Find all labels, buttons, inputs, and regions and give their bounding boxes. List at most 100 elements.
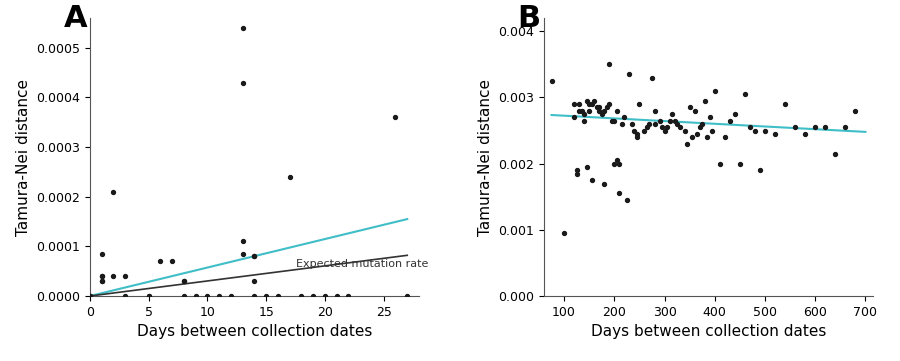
Point [294, 293, 309, 299]
Point [647, 121, 662, 127]
Point [577, 118, 591, 123]
Point [728, 111, 742, 117]
Point [620, 197, 634, 203]
Point [670, 121, 684, 127]
Point [94, 273, 109, 279]
Point [580, 98, 594, 104]
Point [567, 114, 581, 120]
Point [703, 114, 717, 120]
Point [608, 118, 622, 123]
Point [341, 293, 356, 299]
Point [612, 191, 626, 196]
Point [400, 293, 414, 299]
Point [622, 71, 636, 77]
Point [602, 61, 616, 67]
Point [625, 121, 639, 127]
Point [828, 151, 842, 157]
X-axis label: Days between collection dates: Days between collection dates [137, 324, 373, 339]
Point [612, 161, 626, 166]
Point [176, 278, 191, 284]
Point [248, 293, 262, 299]
Point [707, 88, 722, 94]
Point [742, 124, 757, 130]
Point [657, 128, 671, 134]
Point [94, 273, 109, 279]
Point [83, 293, 97, 299]
Point [680, 141, 695, 147]
Point [106, 273, 121, 279]
Point [738, 91, 752, 97]
Point [748, 128, 762, 134]
Point [617, 114, 632, 120]
Point [570, 171, 584, 177]
Point [388, 114, 402, 120]
X-axis label: Days between collection dates: Days between collection dates [590, 324, 826, 339]
Point [141, 293, 156, 299]
Point [248, 253, 262, 259]
Point [662, 118, 677, 123]
Point [248, 278, 262, 284]
Point [271, 293, 285, 299]
Point [665, 111, 680, 117]
Point [236, 80, 250, 86]
Point [212, 293, 227, 299]
Point [587, 98, 601, 104]
Text: Expected mutation rate: Expected mutation rate [295, 259, 428, 269]
Point [599, 105, 614, 110]
Point [752, 168, 767, 173]
Point [788, 124, 802, 130]
Point [329, 293, 344, 299]
Point [672, 124, 687, 130]
Point [798, 131, 813, 137]
Point [692, 124, 706, 130]
Point [818, 124, 832, 130]
Point [644, 75, 659, 81]
Point [236, 251, 250, 257]
Point [567, 101, 581, 107]
Point [94, 278, 109, 284]
Point [768, 131, 782, 137]
Point [688, 108, 702, 114]
Point [655, 124, 670, 130]
Point [118, 273, 132, 279]
Point [652, 118, 667, 123]
Point [695, 121, 709, 127]
Point [848, 108, 862, 114]
Point [758, 128, 772, 134]
Point [83, 293, 97, 299]
Point [685, 134, 699, 140]
Point [705, 128, 719, 134]
Point [165, 258, 179, 264]
Point [584, 177, 598, 183]
Point [632, 101, 646, 107]
Point [838, 124, 852, 130]
Point [236, 25, 250, 31]
Point [668, 118, 682, 123]
Point [570, 168, 584, 173]
Point [580, 164, 594, 170]
Y-axis label: Tamura-Nei distance: Tamura-Nei distance [15, 79, 31, 235]
Point [574, 108, 589, 114]
Point [682, 105, 697, 110]
Point [592, 108, 607, 114]
Point [690, 131, 705, 137]
Point [318, 293, 332, 299]
Point [643, 121, 657, 127]
Point [615, 121, 629, 127]
Point [572, 108, 587, 114]
Point [572, 101, 587, 107]
Point [627, 128, 642, 134]
Point [236, 239, 250, 244]
Point [678, 128, 692, 134]
Point [608, 161, 622, 166]
Point [713, 161, 727, 166]
Point [577, 111, 591, 117]
Point [83, 293, 97, 299]
Point [94, 278, 109, 284]
Point [609, 157, 624, 163]
Point [778, 101, 792, 107]
Point [544, 78, 559, 84]
Point [201, 293, 215, 299]
Text: B: B [518, 4, 541, 33]
Point [248, 253, 262, 259]
